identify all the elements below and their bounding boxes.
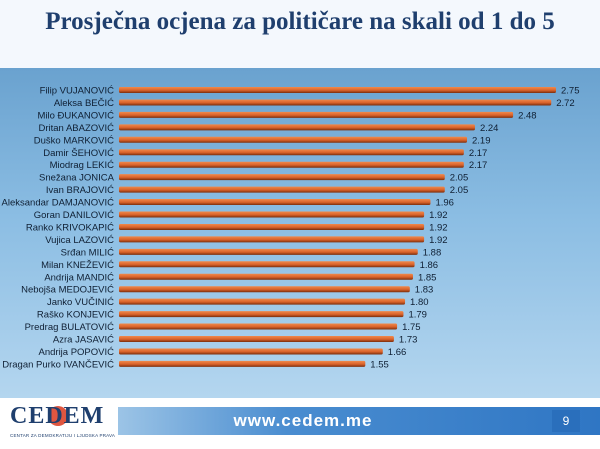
category-label: Duško MARKOVIĆ bbox=[34, 135, 114, 146]
value-label: 1.92 bbox=[429, 210, 448, 221]
footer-url[interactable]: www.cedem.me bbox=[233, 411, 373, 430]
bar bbox=[119, 174, 445, 181]
value-label: 1.83 bbox=[415, 285, 434, 296]
value-label: 1.73 bbox=[399, 335, 418, 346]
category-label: Andrija POPOVIĆ bbox=[39, 347, 115, 358]
category-label: Milo ĐUKANOVIĆ bbox=[37, 110, 114, 121]
bar bbox=[119, 286, 410, 293]
value-label: 2.05 bbox=[450, 173, 469, 184]
bar bbox=[119, 348, 383, 355]
bar bbox=[119, 136, 468, 143]
value-label: 1.66 bbox=[388, 347, 407, 358]
slide-title: Prosječna ocjena za političare na skali … bbox=[45, 8, 555, 35]
bar bbox=[119, 87, 556, 93]
bar bbox=[119, 199, 431, 206]
value-label: 2.72 bbox=[556, 98, 575, 109]
category-label: Filip VUJANOVIĆ bbox=[40, 86, 115, 97]
bar bbox=[119, 311, 404, 318]
bar bbox=[119, 323, 398, 330]
bar bbox=[119, 111, 514, 118]
bar bbox=[119, 211, 425, 218]
value-label: 2.17 bbox=[469, 148, 488, 159]
value-label: 2.48 bbox=[518, 110, 537, 121]
logo-subtitle: CENTAR ZA DEMOKRATIJU I LJUDSKA PRAVA bbox=[10, 433, 116, 438]
value-label: 1.55 bbox=[370, 359, 389, 370]
category-label: Miodrag LEKIĆ bbox=[50, 160, 115, 171]
footer-band bbox=[118, 407, 600, 435]
page-number: 9 bbox=[552, 410, 580, 432]
value-label: 1.92 bbox=[429, 222, 448, 233]
category-label: Nebojša MEDOJEVIĆ bbox=[21, 285, 114, 296]
value-label: 1.75 bbox=[402, 322, 421, 333]
value-label: 1.88 bbox=[423, 247, 442, 258]
bar bbox=[119, 99, 552, 106]
value-label: 1.80 bbox=[410, 297, 429, 308]
category-label: Snežana JONICA bbox=[39, 173, 115, 184]
category-label: Aleksandar DAMJANOVIĆ bbox=[2, 198, 115, 209]
category-label: Ranko KRIVOKAPIĆ bbox=[26, 222, 114, 233]
bar bbox=[119, 161, 464, 168]
value-label: 1.79 bbox=[408, 310, 427, 321]
bar bbox=[119, 223, 425, 230]
category-label: Azra JASAVIĆ bbox=[53, 335, 114, 346]
category-label: Dragan Purko IVANČEVIĆ bbox=[2, 359, 114, 370]
category-label: Janko VUČINIĆ bbox=[47, 297, 114, 308]
bar bbox=[119, 124, 475, 131]
value-label: 2.17 bbox=[469, 160, 488, 171]
category-label: Raško KONJEVIĆ bbox=[37, 310, 114, 321]
value-label: 1.96 bbox=[435, 198, 454, 209]
value-label: 2.75 bbox=[561, 86, 580, 97]
bar bbox=[119, 336, 394, 342]
value-label: 2.19 bbox=[472, 135, 491, 146]
bar bbox=[119, 360, 366, 367]
logo-circle-icon bbox=[48, 406, 68, 426]
bar bbox=[119, 186, 445, 193]
value-label: 2.24 bbox=[480, 123, 499, 134]
chart-panel: Filip VUJANOVIĆ 2.75 Aleksa BEČIĆ 2.72 Milo … bbox=[0, 68, 600, 398]
category-label: Vujica LAZOVIĆ bbox=[45, 235, 114, 246]
title-band bbox=[0, 0, 600, 68]
bar bbox=[119, 149, 464, 156]
value-label: 1.92 bbox=[429, 235, 448, 246]
value-label: 2.05 bbox=[450, 185, 469, 196]
bar bbox=[119, 236, 425, 243]
category-label: Goran DANILOVIĆ bbox=[34, 210, 114, 221]
category-label: Ivan BRAJOVIĆ bbox=[46, 185, 114, 196]
category-label: Milan KNEŽEVIĆ bbox=[41, 260, 114, 271]
value-label: 1.85 bbox=[418, 272, 437, 283]
bar bbox=[119, 248, 418, 255]
category-label: Aleksa BEČIĆ bbox=[54, 98, 114, 109]
cedem-logo: CEDEM CENTAR ZA DEMOKRATIJU I LJUDSKA PR… bbox=[6, 403, 116, 443]
category-label: Srđan MILIĆ bbox=[61, 247, 114, 258]
bar-chart: Filip VUJANOVIĆ 2.75 Aleksa BEČIĆ 2.72 Milo … bbox=[2, 86, 580, 371]
category-label: Dritan ABAZOVIĆ bbox=[39, 123, 115, 134]
bar bbox=[119, 273, 413, 280]
category-label: Predrag BULATOVIĆ bbox=[25, 322, 115, 333]
bar bbox=[119, 261, 415, 268]
category-label: Damir ŠEHOVIĆ bbox=[43, 148, 114, 159]
bar bbox=[119, 298, 406, 305]
category-label: Andrija MANDIĆ bbox=[44, 272, 114, 283]
value-label: 1.86 bbox=[420, 260, 439, 271]
logo-text: CEDEM bbox=[10, 403, 105, 429]
